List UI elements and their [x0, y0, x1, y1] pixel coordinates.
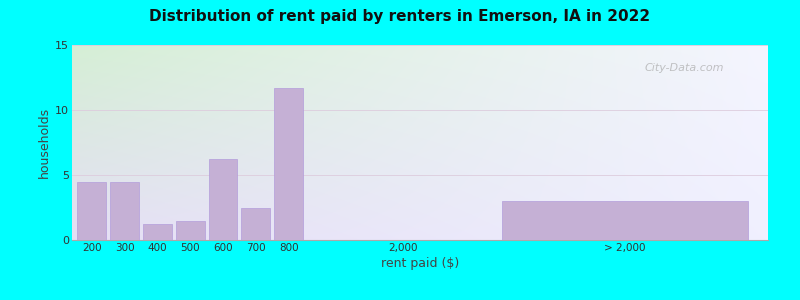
Bar — [502, 201, 748, 240]
X-axis label: rent paid ($): rent paid ($) — [381, 257, 459, 270]
Text: Distribution of rent paid by renters in Emerson, IA in 2022: Distribution of rent paid by renters in … — [150, 9, 650, 24]
Bar — [176, 220, 205, 240]
Text: City-Data.com: City-Data.com — [645, 63, 724, 74]
Bar — [209, 159, 238, 240]
Bar — [143, 224, 172, 240]
Y-axis label: households: households — [38, 107, 51, 178]
Bar — [274, 88, 303, 240]
Bar — [78, 182, 106, 240]
Bar — [110, 182, 139, 240]
Bar — [242, 208, 270, 240]
